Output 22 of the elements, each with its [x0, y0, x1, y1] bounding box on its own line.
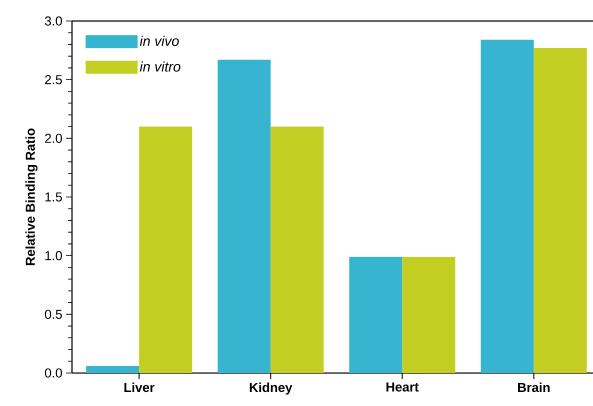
bar — [534, 48, 587, 373]
legend-label: in vitro — [140, 61, 180, 72]
y-tick-label: 1.5 — [45, 192, 62, 202]
y-axis-title: Relative Binding Ratio — [25, 128, 38, 266]
y-tick-label: 2.0 — [45, 134, 62, 143]
bar — [480, 40, 534, 373]
legend-label: in vivo — [140, 36, 179, 46]
y-tick-label: 0.5 — [44, 310, 62, 319]
y-tick-label: 2.5 — [45, 75, 62, 84]
y-tick-label: 0.0 — [44, 368, 62, 378]
x-tick-label: Heart — [386, 382, 419, 392]
bar — [402, 256, 456, 373]
y-tick-label: 1.0 — [45, 251, 62, 260]
x-tick-label: Kidney — [250, 382, 292, 395]
bar — [86, 366, 140, 373]
bar — [270, 126, 324, 373]
x-tick-label: Brain — [518, 382, 550, 392]
bar — [139, 126, 192, 373]
y-tick-label: 3.0 — [44, 16, 62, 26]
bar — [349, 256, 402, 373]
bar — [218, 60, 271, 373]
x-tick-label: Liver — [124, 382, 154, 392]
